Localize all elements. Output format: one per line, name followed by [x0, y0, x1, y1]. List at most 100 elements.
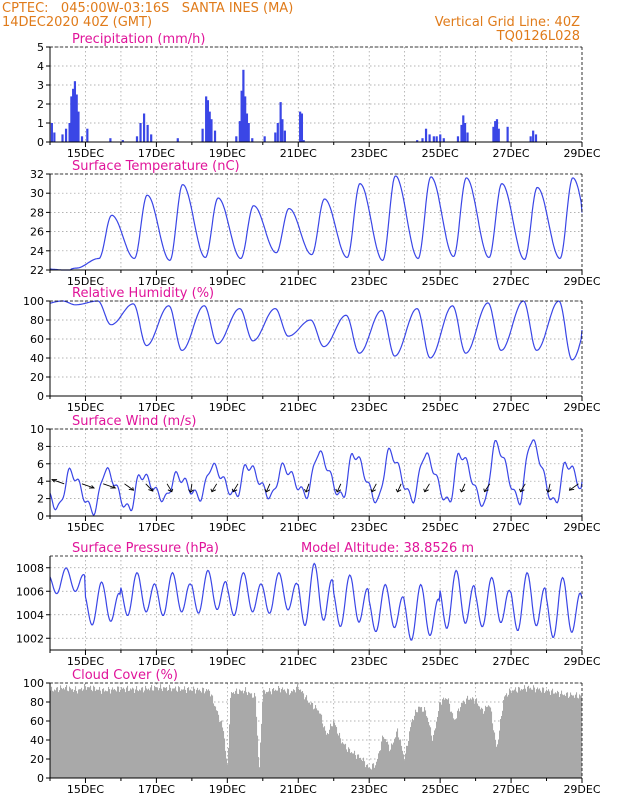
cloud-cover-bar — [503, 700, 505, 778]
cloud-cover-bar — [444, 699, 446, 778]
cloud-cover-bar — [290, 693, 292, 778]
cloud-cover-bar — [138, 691, 140, 778]
cloud-cover-bar — [569, 696, 571, 778]
x-tick-label: 23DEC — [351, 521, 388, 534]
cloud-cover-bar — [371, 769, 373, 778]
cloud-cover-bar — [507, 696, 509, 778]
cloud-cover-bar — [198, 690, 200, 778]
cloud-cover-bar — [454, 719, 456, 778]
cloud-cover-bar — [447, 699, 449, 778]
cloud-cover-bar — [344, 744, 346, 778]
panel-title: Relative Humidity (%) — [72, 286, 214, 301]
precip-bar — [416, 140, 419, 142]
cloud-cover-bar — [74, 689, 76, 778]
cloud-cover-bar — [295, 692, 297, 778]
precip-bar — [72, 88, 75, 142]
precip-bar — [64, 128, 68, 142]
x-tick-label: 21DEC — [280, 275, 317, 288]
cloud-cover-bar — [406, 745, 408, 778]
precip-bar — [439, 134, 442, 142]
cloud-cover-bar — [127, 685, 129, 778]
cloud-cover-bar — [129, 690, 131, 778]
cloud-cover-bar — [536, 689, 538, 778]
cloud-cover-bar — [279, 687, 281, 778]
y-tick-label: 1002 — [16, 632, 44, 645]
cloud-cover-bar — [437, 717, 439, 778]
cloud-cover-bar — [342, 742, 344, 778]
cloud-cover-bar — [517, 692, 519, 778]
cloud-cover-bar — [281, 689, 283, 778]
cloud-cover-bar — [362, 760, 364, 778]
cloud-cover-bar — [501, 716, 503, 778]
cloud-cover-bar — [140, 690, 142, 778]
cloud-cover-bar — [325, 730, 327, 778]
precip-bar — [466, 132, 469, 142]
cloud-cover-bar — [227, 764, 229, 778]
wind-arrow — [232, 483, 239, 492]
cloud-cover-bar — [435, 728, 437, 778]
cloud-cover-bar — [395, 737, 397, 778]
cloud-cover-bar — [474, 703, 476, 778]
cloud-cover-bar — [506, 693, 508, 778]
cloud-cover-bar — [373, 763, 375, 778]
wind-arrow-head — [395, 488, 402, 493]
cloud-cover-bar — [394, 738, 396, 778]
cloud-cover-bar — [483, 713, 485, 778]
cloud-cover-bar — [299, 690, 301, 778]
cloud-cover-bar — [234, 693, 236, 778]
cloud-cover-bar — [273, 688, 275, 778]
cloud-cover-bar — [351, 752, 353, 778]
cloud-cover-bar — [475, 700, 477, 778]
x-tick-label: 23DEC — [351, 401, 388, 414]
cloud-cover-bar — [286, 693, 288, 778]
cloud-cover-bar — [393, 742, 395, 778]
cloud-cover-bar — [95, 690, 97, 778]
cloud-cover-bar — [540, 690, 542, 778]
cloud-cover-bar — [424, 707, 426, 778]
x-tick-label: 15DEC — [67, 275, 104, 288]
cloud-cover-bar — [251, 693, 253, 778]
cloud-cover-bar — [418, 706, 420, 778]
cloud-cover-bar — [388, 744, 390, 778]
cloud-cover-bar — [505, 695, 507, 778]
cloud-cover-bar — [215, 706, 217, 778]
cloud-cover-bar — [566, 692, 568, 778]
cloud-cover-bar — [248, 691, 250, 778]
precip-bar — [205, 96, 208, 142]
precip-bar — [435, 136, 438, 142]
cloud-cover-bar — [453, 718, 455, 778]
cloud-cover-bar — [208, 689, 210, 778]
cloud-cover-bar — [186, 692, 188, 778]
cloud-cover-bar — [464, 701, 466, 778]
cloud-cover-bar — [80, 689, 82, 778]
cloud-cover-bar — [423, 711, 425, 778]
cloud-cover-bar — [493, 730, 495, 778]
cloud-cover-bar — [346, 749, 348, 778]
precip-bar — [206, 100, 210, 142]
y-tick-label: 0 — [37, 390, 44, 403]
cloud-cover-bar — [174, 688, 176, 778]
precip-bar — [68, 123, 71, 142]
cloud-cover-bar — [123, 687, 125, 778]
precip-bar — [495, 119, 499, 142]
precip-bar — [462, 115, 465, 142]
wind-arrow-head — [370, 488, 376, 493]
cloud-cover-bar — [130, 688, 132, 778]
cloud-cover-bar — [224, 738, 226, 778]
cloud-cover-bar — [163, 687, 165, 778]
precip-bar — [86, 128, 89, 142]
cloud-cover-bar — [440, 702, 442, 778]
precip-bar — [456, 136, 460, 142]
cloud-cover-bar — [457, 710, 459, 778]
cloud-cover-bar — [136, 686, 138, 778]
cloud-cover-bar — [146, 688, 148, 778]
cloud-cover-bar — [522, 689, 524, 778]
precip-bar — [201, 128, 204, 142]
y-tick-label: 100 — [23, 677, 44, 690]
y-tick-label: 8 — [37, 440, 44, 453]
cloud-cover-bar — [556, 693, 558, 778]
cloud-cover-bar — [399, 739, 401, 778]
cloud-cover-bar — [579, 694, 581, 778]
cloud-cover-bar — [402, 750, 404, 778]
cloud-cover-bar — [512, 690, 514, 778]
